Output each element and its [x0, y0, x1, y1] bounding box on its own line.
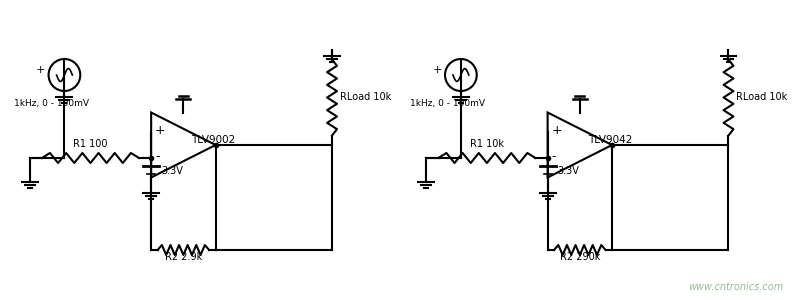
Text: +: +: [551, 124, 562, 137]
Text: 1kHz, 0 - 100mV: 1kHz, 0 - 100mV: [14, 99, 89, 108]
Text: TLV9002: TLV9002: [191, 135, 235, 145]
Text: -: -: [551, 151, 556, 164]
Text: +: +: [36, 65, 46, 75]
Text: www.cntronics.com: www.cntronics.com: [688, 282, 783, 292]
Text: R2 2.9k: R2 2.9k: [165, 252, 202, 262]
Text: -: -: [155, 151, 160, 164]
Text: TLV9042: TLV9042: [588, 135, 632, 145]
Text: R1 10k: R1 10k: [470, 139, 504, 149]
Text: +: +: [155, 124, 166, 137]
Text: R2 290k: R2 290k: [560, 252, 600, 262]
Text: 3.3V: 3.3V: [161, 167, 183, 176]
Text: RLoad 10k: RLoad 10k: [340, 92, 391, 103]
Text: RLoad 10k: RLoad 10k: [737, 92, 788, 103]
Text: R1 100: R1 100: [73, 139, 108, 149]
Text: 1kHz, 0 - 100mV: 1kHz, 0 - 100mV: [410, 99, 486, 108]
Text: +: +: [433, 65, 442, 75]
Text: 3.3V: 3.3V: [558, 167, 579, 176]
